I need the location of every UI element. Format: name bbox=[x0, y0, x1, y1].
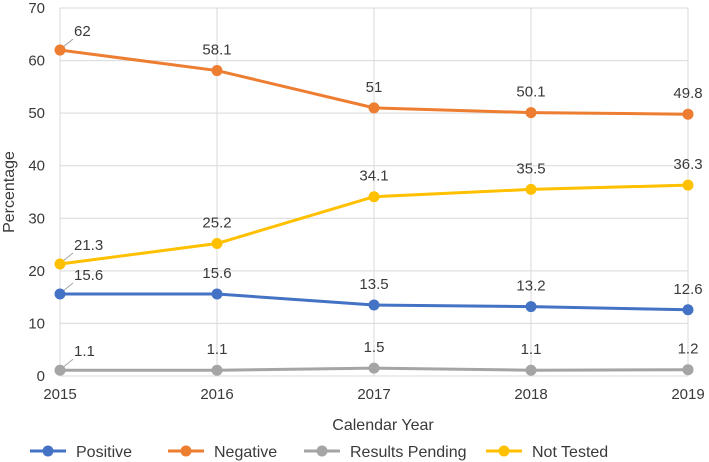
label-leader-line bbox=[62, 38, 74, 48]
data-point bbox=[368, 362, 380, 374]
data-label: 1.1 bbox=[207, 341, 228, 358]
data-labels: 15.6 15.6 13.5 13.2 12.6 62 58.1 51 50.1 49.8 1.1 1… bbox=[74, 23, 703, 360]
label-leader-line bbox=[62, 358, 74, 368]
data-point bbox=[682, 304, 694, 316]
y-tick-label: 10 bbox=[28, 315, 45, 332]
data-point bbox=[54, 258, 66, 270]
legend-swatch-marker bbox=[498, 445, 510, 457]
data-label: 1.2 bbox=[678, 341, 699, 358]
data-label: 58.1 bbox=[202, 42, 231, 59]
data-point bbox=[54, 44, 66, 56]
y-tick-label: 70 bbox=[28, 0, 45, 17]
data-label: 15.6 bbox=[202, 265, 231, 282]
legend-label: Positive bbox=[76, 444, 132, 461]
y-axis-title: Percentage bbox=[1, 151, 18, 233]
data-point bbox=[211, 238, 223, 250]
label-leader-line bbox=[62, 282, 74, 292]
data-point bbox=[211, 288, 223, 300]
label-leader-lines bbox=[62, 38, 74, 368]
data-point bbox=[682, 179, 694, 191]
legend-label: Not Tested bbox=[532, 444, 608, 461]
data-label: 13.5 bbox=[359, 276, 388, 293]
data-point bbox=[682, 364, 694, 376]
data-point bbox=[211, 364, 223, 376]
x-tick-label: 2016 bbox=[200, 386, 233, 403]
data-point bbox=[368, 191, 380, 203]
x-tick-label: 2019 bbox=[671, 386, 704, 403]
legend-swatch-marker bbox=[180, 445, 192, 457]
legend: Positive Negative Results Pending Not Teste… bbox=[30, 444, 608, 461]
legend-label: Negative bbox=[214, 444, 277, 461]
y-tick-label: 30 bbox=[28, 210, 45, 227]
x-axis-title: Calendar Year bbox=[332, 417, 434, 434]
y-tick-label: 60 bbox=[28, 53, 45, 70]
x-tick-label: 2018 bbox=[514, 386, 547, 403]
y-tick-label: 0 bbox=[37, 368, 45, 385]
data-label: 1.1 bbox=[74, 343, 95, 360]
y-tick-label: 20 bbox=[28, 263, 45, 280]
data-label: 1.1 bbox=[521, 341, 542, 358]
legend-label: Results Pending bbox=[350, 444, 467, 461]
data-label: 12.6 bbox=[673, 281, 702, 298]
data-point bbox=[368, 299, 380, 311]
data-label: 35.5 bbox=[516, 160, 545, 177]
data-label: 1.5 bbox=[364, 339, 385, 356]
y-tick-label: 50 bbox=[28, 105, 45, 122]
data-point bbox=[54, 288, 66, 300]
data-label: 25.2 bbox=[202, 215, 231, 232]
data-label: 34.1 bbox=[359, 168, 388, 185]
legend-swatch-marker bbox=[316, 445, 328, 457]
y-axis-ticks: 0 10 20 30 40 50 60 70 bbox=[28, 0, 45, 385]
data-point bbox=[54, 364, 66, 376]
data-point bbox=[525, 183, 537, 195]
y-tick-label: 40 bbox=[28, 158, 45, 175]
data-point bbox=[368, 102, 380, 114]
data-label: 15.6 bbox=[74, 267, 103, 284]
data-points bbox=[54, 44, 694, 376]
data-label: 49.8 bbox=[673, 85, 702, 102]
data-point bbox=[525, 364, 537, 376]
data-label: 51 bbox=[366, 79, 383, 96]
x-tick-label: 2015 bbox=[43, 386, 76, 403]
data-label: 13.2 bbox=[516, 278, 545, 295]
data-label: 21.3 bbox=[74, 237, 103, 254]
data-label: 62 bbox=[74, 23, 91, 40]
data-point bbox=[682, 108, 694, 120]
legend-swatch-marker bbox=[42, 445, 54, 457]
data-point bbox=[525, 107, 537, 119]
data-point bbox=[525, 301, 537, 313]
label-leader-line bbox=[62, 252, 74, 262]
x-tick-label: 2017 bbox=[357, 386, 390, 403]
data-point bbox=[211, 65, 223, 77]
data-label: 50.1 bbox=[516, 84, 545, 101]
data-label: 36.3 bbox=[673, 156, 702, 173]
x-axis-ticks: 2015 2016 2017 2018 2019 bbox=[43, 386, 704, 403]
